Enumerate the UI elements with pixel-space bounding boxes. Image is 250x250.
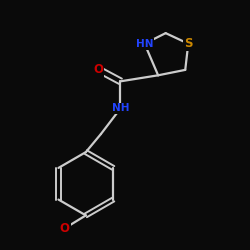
Text: HN: HN <box>136 39 153 49</box>
Text: O: O <box>93 63 103 76</box>
Text: S: S <box>184 37 192 50</box>
Text: NH: NH <box>112 104 129 114</box>
Text: O: O <box>60 222 70 235</box>
